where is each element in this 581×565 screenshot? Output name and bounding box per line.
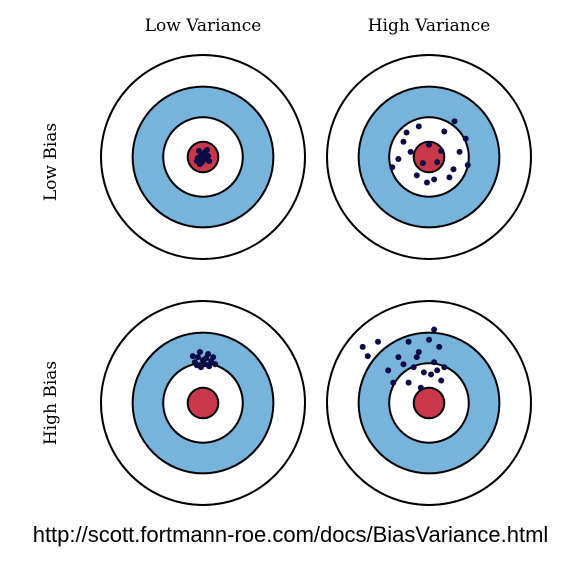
hit-dot bbox=[438, 377, 445, 384]
target-high-bias-high-variance bbox=[326, 300, 532, 506]
hit-dot bbox=[403, 129, 410, 136]
hit-dot bbox=[426, 141, 432, 148]
hit-dot bbox=[413, 354, 420, 361]
hit-dot bbox=[456, 148, 463, 155]
hit-dot bbox=[441, 364, 448, 371]
hit-dot bbox=[203, 355, 210, 362]
hit-dot bbox=[194, 354, 201, 361]
hit-dot bbox=[431, 326, 438, 333]
hit-dot bbox=[423, 179, 430, 186]
hit-dot bbox=[441, 128, 448, 135]
source-url: http://scott.fortmann-roe.com/docs/BiasV… bbox=[32, 522, 549, 547]
hit-dot bbox=[417, 384, 424, 391]
hit-dot bbox=[464, 162, 471, 169]
hit-dot bbox=[395, 354, 402, 361]
row-label-high-bias: High Bias bbox=[41, 361, 61, 445]
hit-dot bbox=[196, 349, 203, 355]
hit-dot bbox=[212, 361, 219, 368]
hit-dot bbox=[193, 362, 200, 369]
bullseye bbox=[186, 386, 220, 420]
hit-dot bbox=[419, 160, 426, 167]
hit-dot bbox=[395, 156, 402, 163]
hit-dot bbox=[210, 354, 217, 361]
hit-dot bbox=[415, 123, 422, 130]
hit-dot bbox=[426, 336, 432, 343]
hit-dot bbox=[375, 338, 381, 345]
targets-grid bbox=[100, 54, 532, 506]
hit-dot bbox=[434, 159, 441, 166]
hit-dot bbox=[450, 166, 457, 173]
hit-dot bbox=[195, 147, 202, 154]
column-label-low-variance: Low Variance bbox=[145, 16, 262, 36]
target-low-bias-high-variance bbox=[326, 54, 532, 260]
hit-dot bbox=[415, 349, 422, 355]
hit-dot bbox=[206, 363, 213, 370]
hit-dot bbox=[410, 364, 417, 371]
hit-dot bbox=[428, 371, 435, 378]
hit-dot bbox=[462, 135, 469, 142]
hit-dot bbox=[400, 361, 407, 368]
hit-dot bbox=[359, 343, 366, 350]
hit-dot bbox=[200, 154, 206, 160]
hit-dot bbox=[196, 161, 203, 168]
hit-dot bbox=[405, 338, 412, 345]
hit-dot bbox=[438, 147, 445, 154]
hit-dot bbox=[400, 138, 407, 145]
hit-dot bbox=[451, 118, 458, 125]
hit-dot bbox=[420, 369, 427, 376]
hit-dot bbox=[389, 164, 396, 171]
hit-dot bbox=[434, 367, 441, 374]
hit-dot bbox=[390, 379, 397, 386]
hit-dot bbox=[431, 359, 438, 366]
row-label-low-bias: Low Bias bbox=[41, 123, 61, 201]
hit-dot bbox=[206, 158, 213, 165]
hit-dot bbox=[413, 172, 420, 179]
hit-dot bbox=[205, 152, 212, 159]
hit-dot bbox=[364, 353, 371, 360]
hit-dot bbox=[446, 174, 453, 181]
hit-dot bbox=[407, 148, 414, 155]
column-label-high-variance: High Variance bbox=[368, 16, 491, 36]
target-high-bias-low-variance bbox=[100, 300, 306, 506]
hit-dot bbox=[436, 343, 443, 350]
hit-dot bbox=[431, 176, 438, 183]
hit-dot bbox=[385, 367, 392, 374]
hit-dot bbox=[204, 146, 211, 153]
bullseye bbox=[412, 386, 446, 420]
target-low-bias-low-variance bbox=[100, 54, 306, 260]
hit-dot bbox=[189, 353, 196, 360]
hit-dot bbox=[405, 379, 412, 386]
